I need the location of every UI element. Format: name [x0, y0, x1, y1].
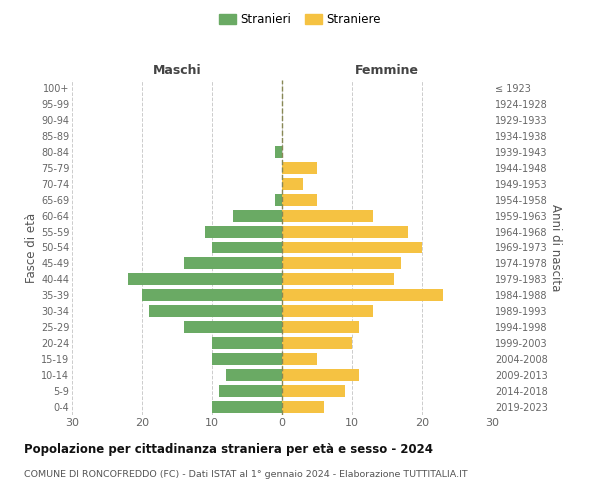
Bar [212, 242, 282, 254]
Legend: Stranieri, Straniere: Stranieri, Straniere [214, 8, 386, 31]
Bar [282, 178, 303, 190]
Bar [275, 194, 282, 205]
Text: Popolazione per cittadinanza straniera per età e sesso - 2024: Popolazione per cittadinanza straniera p… [24, 442, 433, 456]
Text: COMUNE DI RONCOFREDDO (FC) - Dati ISTAT al 1° gennaio 2024 - Elaborazione TUTTIT: COMUNE DI RONCOFREDDO (FC) - Dati ISTAT … [24, 470, 467, 479]
Bar [282, 226, 408, 237]
Text: Maschi: Maschi [152, 64, 202, 77]
Bar [205, 226, 282, 237]
Bar [282, 290, 443, 302]
Bar [233, 210, 282, 222]
Bar [212, 353, 282, 365]
Bar [282, 274, 394, 285]
Y-axis label: Fasce di età: Fasce di età [25, 212, 38, 282]
Bar [282, 353, 317, 365]
Bar [142, 290, 282, 302]
Bar [282, 194, 317, 205]
Bar [212, 401, 282, 413]
Bar [184, 258, 282, 270]
Bar [282, 322, 359, 333]
Bar [275, 146, 282, 158]
Bar [282, 258, 401, 270]
Bar [282, 306, 373, 318]
Bar [219, 385, 282, 397]
Bar [282, 385, 345, 397]
Text: Femmine: Femmine [355, 64, 419, 77]
Bar [184, 322, 282, 333]
Bar [282, 337, 352, 349]
Y-axis label: Anni di nascita: Anni di nascita [548, 204, 562, 291]
Bar [212, 337, 282, 349]
Bar [226, 369, 282, 381]
Bar [128, 274, 282, 285]
Bar [282, 210, 373, 222]
Bar [282, 401, 324, 413]
Bar [282, 369, 359, 381]
Bar [282, 162, 317, 173]
Bar [282, 242, 422, 254]
Bar [149, 306, 282, 318]
